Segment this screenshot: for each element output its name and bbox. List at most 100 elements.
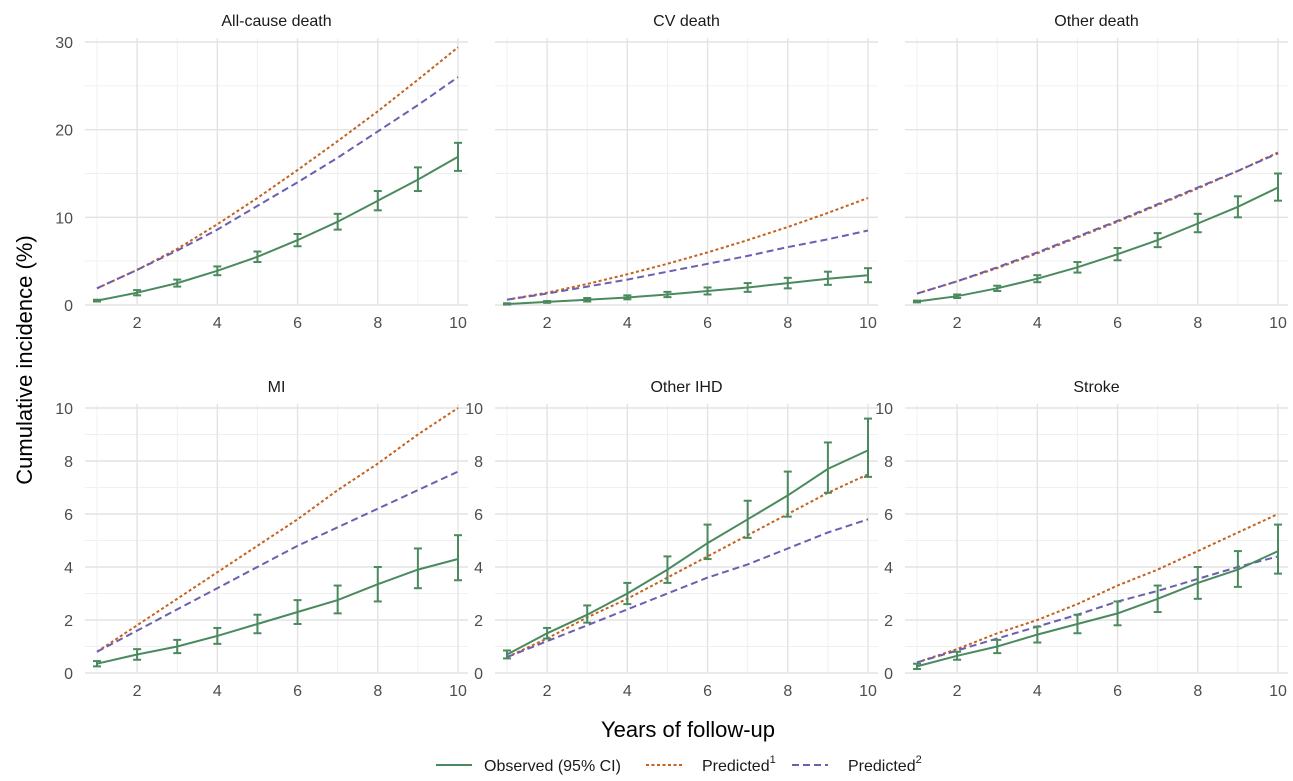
series-line-predicted2 [916,555,1279,664]
x-tick-label: 8 [1193,683,1202,700]
error-bar [373,566,382,603]
y-tick-label: 2 [474,613,483,630]
x-tick-label: 8 [373,315,382,332]
panel: All-cause death 2 4 6 8 10 0 10 20 30 [55,13,468,332]
y-tick-label: 8 [884,454,893,471]
x-tick-label: 4 [213,683,222,700]
y-tick-label: 8 [64,454,73,471]
series-line-predicted2 [506,229,869,301]
error-bar [1274,172,1282,202]
error-bar [253,613,262,635]
error-bar [1113,247,1122,262]
panel-background [495,38,878,305]
legend-item-predicted1: Predicted1 [646,754,776,775]
error-bar [173,278,182,288]
legend-label: Observed (95% CI) [484,758,621,775]
panel: MI 2 4 6 8 10 0 2 4 6 8 10 [55,379,468,700]
error-bar [1073,613,1082,635]
panel-title: MI [268,379,286,396]
x-tick-label: 4 [623,315,632,332]
series-line-predicted2 [96,470,459,653]
error-bar [864,267,872,284]
error-bar [93,298,101,303]
x-axis-label: Years of follow-up [601,717,775,742]
legend-label: Predicted2 [848,754,922,775]
panel-title: All-cause death [221,13,331,30]
panel-background [905,404,1288,673]
legend: Observed (95% CI) Predicted1 Predicted2 [436,754,922,775]
error-bar [783,276,792,290]
error-bar [703,523,712,561]
x-tick-label: 2 [133,315,142,332]
error-bar [993,284,1002,292]
error-bar [913,299,921,304]
y-tick-label: 4 [474,560,483,577]
error-bar [1113,600,1122,627]
error-bar [413,166,422,193]
x-tick-label: 2 [953,683,962,700]
error-bar [1033,274,1042,284]
error-bar [623,294,632,301]
error-bar [1274,523,1282,575]
error-bar [703,286,712,296]
series-line-observed [506,449,869,656]
y-tick-label: 30 [55,35,73,52]
x-tick-label: 6 [1113,683,1122,700]
x-tick-label: 2 [543,683,552,700]
y-axis-label: Cumulative incidence (%) [12,235,37,484]
series-line-observed [96,558,459,665]
x-tick-label: 6 [293,683,302,700]
x-tick-label: 4 [1033,315,1042,332]
panel: CV death 2 4 6 8 10 [495,13,878,332]
error-bar [133,648,142,661]
panel: Stroke 2 4 6 8 10 0 2 4 6 8 10 [875,379,1288,700]
series-line-predicted1 [916,513,1279,664]
y-tick-label: 10 [55,401,73,418]
error-bar [864,417,872,478]
series-line-predicted2 [96,76,459,290]
legend-label: Predicted1 [702,754,776,775]
error-bar [823,270,832,286]
error-bar [783,470,792,518]
x-tick-label: 10 [1269,683,1287,700]
x-tick-label: 6 [703,315,712,332]
panel-title: CV death [653,13,720,30]
y-tick-label: 0 [474,666,483,683]
error-bar [173,638,182,655]
series-line-predicted2 [916,152,1279,295]
error-bar [1233,195,1242,219]
error-bar [583,604,592,624]
error-bar [454,534,462,582]
series-line-predicted1 [96,407,459,653]
panel-background [905,38,1288,305]
error-bar [583,296,592,303]
panel-title: Other death [1054,13,1139,30]
error-bar [333,212,342,231]
legend-item-predicted2: Predicted2 [792,754,922,775]
panel-title: Stroke [1073,379,1119,396]
error-bar [1193,212,1202,234]
error-bar [1193,566,1202,600]
error-bar [1033,625,1042,644]
error-bar [133,289,142,297]
x-tick-label: 8 [373,683,382,700]
error-bar [663,555,672,584]
panel-background [85,404,468,673]
error-bar [1233,550,1242,588]
error-bar [823,441,832,494]
series-line-observed [96,155,459,302]
y-tick-label: 2 [884,613,893,630]
panel-background [495,404,878,673]
x-tick-label: 10 [1269,315,1287,332]
x-tick-label: 4 [623,683,632,700]
y-tick-label: 10 [55,210,73,227]
error-bar [993,638,1002,655]
error-bar [743,282,752,293]
series-line-observed [916,550,1279,668]
y-tick-label: 6 [64,507,73,524]
error-bar [93,660,101,668]
error-bar [373,190,382,212]
y-tick-label: 2 [64,613,73,630]
